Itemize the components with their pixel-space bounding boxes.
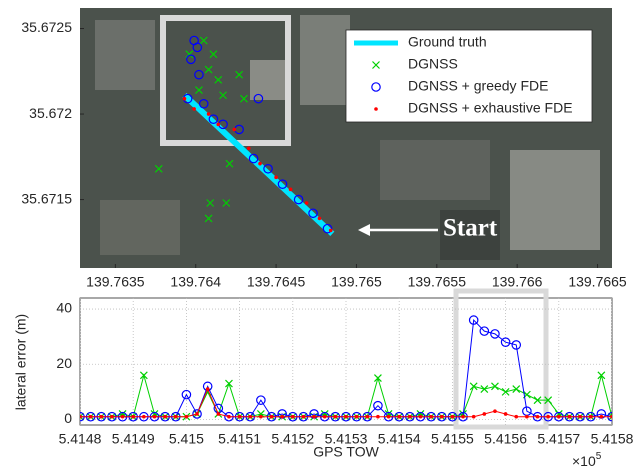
x-tick-label: 5.4148 [59, 431, 102, 447]
marker-dot [387, 415, 391, 419]
marker-dot [185, 415, 189, 419]
x-tick-label: 139.7655 [408, 274, 467, 290]
y-tick-label: 40 [56, 300, 72, 316]
legend-label: DGNSS + exhaustive FDE [408, 100, 573, 116]
x-tick-label: 139.764 [170, 274, 221, 290]
legend-label: DGNSS + greedy FDE [408, 78, 548, 94]
marker-dot [578, 415, 582, 419]
marker-dot [568, 415, 572, 419]
marker-dot [217, 412, 221, 416]
x-tick-label: 5.4157 [537, 431, 580, 447]
marker-dot [183, 97, 187, 101]
marker-dot [247, 146, 251, 150]
marker-dot [376, 415, 380, 419]
marker-dot [525, 415, 529, 419]
marker-dot [207, 112, 211, 116]
x-tick-label: 5.4158 [591, 431, 634, 447]
x-scale-exponent: 5 [596, 451, 602, 462]
marker-dot [440, 415, 444, 419]
marker-dot [408, 415, 412, 419]
marker-dot [323, 415, 327, 419]
y-tick-label: 35.6715 [21, 190, 72, 206]
marker-dot [99, 415, 103, 419]
y-tick-label: 35.672 [29, 105, 72, 121]
x-scale-label: ×105 [572, 451, 602, 469]
x-tick-label: 139.765 [331, 274, 382, 290]
marker-dot [78, 415, 82, 419]
marker-dot [374, 107, 378, 111]
marker-dot [248, 415, 252, 419]
marker-dot [365, 415, 369, 419]
marker-dot [153, 415, 157, 419]
marker-dot [312, 415, 316, 419]
marker-dot [397, 415, 401, 419]
y-tick-label: 35.6725 [21, 19, 72, 35]
marker-dot [121, 415, 125, 419]
marker-dot [110, 415, 114, 419]
x-scale-base: ×10 [572, 453, 596, 469]
marker-dot [174, 415, 178, 419]
marker-dot [195, 412, 199, 416]
marker-dot [270, 415, 274, 419]
y-tick-label: 0 [64, 410, 72, 426]
marker-dot [163, 415, 167, 419]
marker-dot [546, 415, 550, 419]
marker-dot [302, 415, 306, 419]
x-tick-label: 5.4155 [431, 431, 474, 447]
marker-dot [483, 412, 487, 416]
x-tick-label: 5.4154 [378, 431, 421, 447]
marker-dot [274, 176, 278, 180]
start-label: Start [443, 215, 498, 242]
marker-dot [232, 128, 236, 132]
marker-dot [259, 415, 263, 419]
marker-dot [504, 412, 508, 416]
marker-dot [334, 415, 338, 419]
marker-dot [355, 415, 359, 419]
x-tick-label: 5.4152 [271, 431, 314, 447]
legend-label: DGNSS [408, 56, 458, 72]
marker-dot [216, 123, 220, 127]
marker-dot [472, 415, 476, 419]
marker-dot [589, 415, 593, 419]
x-tick-label: 5.4156 [484, 431, 527, 447]
marker-dot [557, 415, 561, 419]
marker-dot [419, 415, 423, 419]
marker-dot [610, 415, 614, 419]
marker-dot [344, 415, 348, 419]
marker-dot [329, 229, 333, 233]
legend-label: Ground truth [408, 34, 487, 50]
marker-dot [536, 415, 540, 419]
marker-dot [258, 162, 262, 166]
marker-dot [280, 415, 284, 419]
y-axis-label: lateral error (m) [13, 314, 29, 410]
marker-dot [429, 415, 433, 419]
x-tick-label: 5.4151 [218, 431, 261, 447]
marker-dot [514, 415, 518, 419]
y-tick-label: 20 [56, 355, 72, 371]
marker-dot [451, 415, 455, 419]
x-tick-label: 5.4149 [112, 431, 155, 447]
marker-dot [291, 415, 295, 419]
marker-dot [600, 415, 604, 419]
marker-dot [305, 201, 309, 205]
figure: 139.7635 139.764 139.7645 139.765 139.7655 13… [0, 0, 636, 471]
marker-dot [89, 415, 93, 419]
marker-dot [206, 387, 210, 391]
marker-dot [318, 217, 322, 221]
x-axis-label: GPS TOW [313, 444, 379, 460]
x-tick-label: 139.7635 [86, 274, 145, 290]
marker-dot [493, 409, 497, 413]
x-tick-label: 139.7645 [247, 274, 306, 290]
marker-dot [289, 188, 293, 192]
marker-dot [131, 415, 135, 419]
x-tick-label: 5.415 [169, 431, 204, 447]
marker-dot [461, 415, 465, 419]
marker-dot [227, 415, 231, 419]
x-tick-label: 139.766 [492, 274, 543, 290]
x-tick-label: 139.7665 [568, 274, 627, 290]
marker-dot [192, 107, 196, 111]
marker-dot [142, 415, 146, 419]
marker-dot [238, 415, 242, 419]
